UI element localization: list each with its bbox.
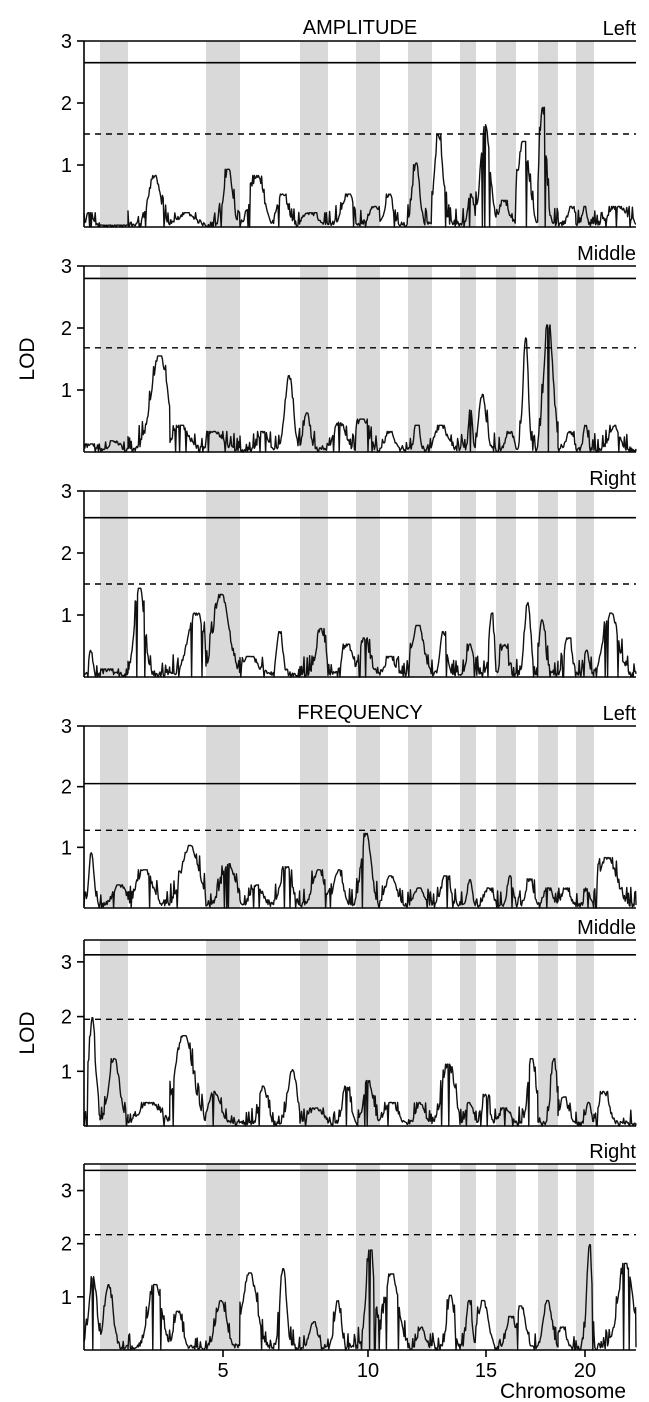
- x-axis-title: Chromosome: [500, 1380, 626, 1402]
- lod-trace: [83, 832, 637, 909]
- y-tick-label: 1: [61, 605, 72, 627]
- y-axis-title: LOD: [16, 1011, 39, 1054]
- y-tick-label: 3: [61, 716, 72, 738]
- chromosome-band-12: [408, 726, 432, 908]
- chromosome-band-8: [300, 1164, 328, 1350]
- chromosome-band-18: [538, 1164, 558, 1350]
- y-tick-label: 3: [61, 481, 72, 503]
- chromosome-band-10: [356, 266, 380, 452]
- panel-amplitude-middle: 1 2 3 Middle LOD: [16, 243, 637, 453]
- chromosome-band-14: [460, 266, 476, 452]
- chromosome-band-2: [100, 266, 128, 452]
- chromosome-band-2: [100, 726, 128, 908]
- chromosome-band-16: [496, 726, 516, 908]
- section-title: AMPLITUDE: [303, 17, 417, 39]
- chromosome-band-14: [460, 1164, 476, 1350]
- chromosome-band-14: [460, 491, 476, 677]
- panel-amplitude-left: 1 2 3 Left AMPLITUDE: [61, 17, 637, 228]
- chromosome-band-2: [100, 940, 128, 1126]
- chromosome-band-12: [408, 266, 432, 452]
- chromosome-bands: [100, 726, 594, 908]
- y-tick-label: 3: [61, 1181, 72, 1203]
- chromosome-band-8: [300, 940, 328, 1126]
- chromosome-band-16: [496, 1164, 516, 1350]
- chromosome-band-20: [576, 940, 594, 1126]
- y-axis-title: LOD: [16, 337, 39, 380]
- chromosome-band-18: [538, 940, 558, 1126]
- chromosome-bands: [100, 266, 594, 452]
- chromosome-band-14: [460, 41, 476, 227]
- panel-label: Left: [603, 18, 637, 40]
- x-tick-label: 15: [475, 1360, 497, 1382]
- lod-trace: [83, 1017, 637, 1127]
- x-tick-label: 5: [217, 1360, 228, 1382]
- y-tick-label: 2: [61, 1234, 72, 1256]
- x-tick-label: 20: [574, 1360, 596, 1382]
- panel-label: Right: [589, 468, 636, 490]
- y-tick-label: 1: [61, 837, 72, 859]
- chromosome-band-20: [576, 726, 594, 908]
- section-title: FREQUENCY: [297, 702, 423, 724]
- chromosome-band-16: [496, 266, 516, 452]
- chromosome-band-18: [538, 726, 558, 908]
- y-tick-label: 2: [61, 543, 72, 565]
- y-tick-label: 3: [61, 952, 72, 974]
- y-tick-label: 2: [61, 777, 72, 799]
- chromosome-band-12: [408, 1164, 432, 1350]
- x-tick-label: 10: [357, 1360, 379, 1382]
- panel-frequency-middle: 1 2 3 Middle LOD: [16, 917, 637, 1127]
- y-tick-label: 1: [61, 1287, 72, 1309]
- panel-frequency-left: 1 2 3 Left FREQUENCY: [61, 702, 637, 909]
- chromosome-bands: [100, 940, 594, 1126]
- lod-trace: [83, 324, 637, 453]
- y-tick-label: 1: [61, 155, 72, 177]
- chromosome-band-14: [460, 726, 476, 908]
- panel-label: Left: [603, 703, 637, 725]
- chromosome-band-16: [496, 940, 516, 1126]
- y-tick-label: 1: [61, 1061, 72, 1083]
- chromosome-band-20: [576, 1164, 594, 1350]
- y-tick-label: 2: [61, 93, 72, 115]
- chromosome-band-5: [206, 266, 240, 452]
- panel-amplitude-right: 1 2 3 Right: [61, 468, 637, 678]
- chromosome-band-12: [408, 940, 432, 1126]
- y-tick-label: 3: [61, 31, 72, 53]
- lod-trace: [83, 1244, 637, 1351]
- y-tick-label: 1: [61, 380, 72, 402]
- lod-trace: [83, 106, 637, 228]
- chromosome-band-5: [206, 1164, 240, 1350]
- y-tick-label: 2: [61, 318, 72, 340]
- chromosome-band-20: [576, 266, 594, 452]
- y-tick-label: 2: [61, 1007, 72, 1029]
- y-tick-label: 3: [61, 256, 72, 278]
- chromosome-band-14: [460, 940, 476, 1126]
- chromosome-band-2: [100, 41, 128, 227]
- panel-label: Middle: [577, 917, 636, 939]
- panel-label: Right: [589, 1141, 636, 1163]
- chromosome-band-2: [100, 491, 128, 677]
- panel-label: Middle: [577, 243, 636, 265]
- chromosome-band-5: [206, 491, 240, 677]
